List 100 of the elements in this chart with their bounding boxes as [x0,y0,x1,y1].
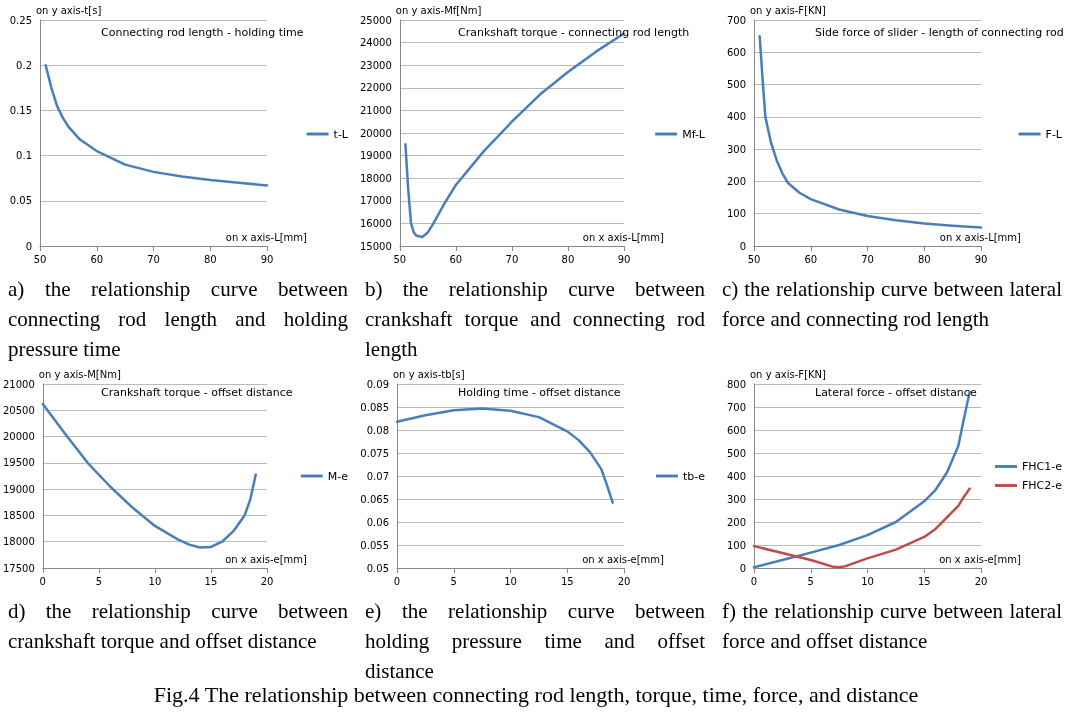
text: a) the relationship curve between connecting rod length and holding pressure time [8,276,348,363]
x-tick-label: 70 [505,253,519,265]
x-tick-label: 0 [750,575,758,587]
x-tick-label: 5 [807,575,814,587]
x-tick-label: 20 [260,575,274,587]
y-tick-label: 0.055 [360,539,389,551]
y-tick-label: 0.09 [366,378,389,390]
y-axis-title: on y axis-tb[s] [393,368,465,380]
x-axis-title: on x axis-L[mm] [225,231,308,243]
y-tick-label: 600 [726,46,746,58]
y-tick-label: 17000 [360,195,392,207]
y-tick-label: 17500 [3,562,35,574]
line-series [41,402,258,549]
y-tick-label: 0.2 [16,59,32,71]
x-tick-label: 15 [917,575,931,587]
y-tick-label: 0.07 [366,470,389,482]
x-tick-label: 60 [804,253,818,265]
y-tick-label: 18000 [3,536,35,548]
y-tick-label: 21000 [360,104,392,116]
y-axis-title: on y axis-t[s] [36,4,102,16]
y-tick-label: 200 [726,175,746,187]
y-tick-label: 0.05 [9,195,32,207]
y-tick-label: 0 [739,240,746,252]
y-tick-label: 300 [726,493,746,505]
x-axis-title: on x axis-L[mm] [939,231,1022,243]
y-tick-label: 0.25 [9,14,32,26]
legend-label: M-e [327,469,349,483]
x-axis-title: on x axis-L[mm] [582,231,665,243]
y-tick-label: 0.085 [360,401,389,413]
x-tick-label: 10 [504,575,517,587]
y-tick-label: 21000 [3,378,35,390]
y-tick-label: 0 [25,240,32,252]
line-series [44,63,269,187]
y-tick-label: 19500 [3,457,35,469]
y-tick-label: 19000 [360,150,392,162]
y-axis-title: on y axis-F[KN] [750,368,827,380]
text: Side force of slider - length of connecting rod [815,26,1064,39]
y-axis-title: on y axis-Mf[Nm] [395,4,482,16]
y-tick-label: 22000 [360,82,392,94]
y-tick-label: 0.075 [360,447,389,459]
y-tick-label: 0.05 [366,562,389,574]
x-axis-title: on x axis-e[mm] [225,553,308,565]
y-tick-label: 16000 [360,217,392,229]
text: c) the relationship curve between lateral force and connecting rod length [722,276,1062,333]
y-tick-label: 20000 [3,431,35,443]
chart-title: Lateral force - offset distance [815,386,977,399]
x-tick-label: 50 [747,253,761,265]
x-tick-label: 0 [39,575,46,587]
y-axis-title: on y axis-M[Nm] [38,368,121,380]
text: Crankshaft torque - connecting rod length [458,26,690,39]
y-tick-label: 200 [726,516,746,528]
chart-title: Holding time - offset distance [458,386,621,399]
x-tick-label: 5 [95,575,103,587]
y-tick-label: 100 [726,208,746,220]
caption: Fig.4 The relationship between connecting rod length, torque, time, force, and distance [152,682,920,708]
y-tick-label: 0.065 [360,493,389,505]
text: b) the relationship curve between crankshaft torque and connecting rod length [365,276,705,363]
y-tick-label: 600 [726,424,746,436]
x-tick-label: 50 [33,253,47,265]
x-tick-label: 20 [974,575,988,587]
y-tick-label: 0.06 [366,516,389,528]
y-tick-label: 24000 [360,37,392,49]
x-tick-label: 90 [617,253,631,265]
chart-title: Crankshaft torque - offset distance [101,386,293,399]
x-tick-label: 5 [450,575,457,587]
y-tick-label: 0.15 [9,104,32,116]
y-tick-label: 400 [726,111,746,123]
x-tick-label: 20 [617,575,631,587]
legend-label: FHC1-e [1021,460,1063,473]
y-tick-label: 0 [739,562,746,574]
x-tick-label: 80 [203,253,217,265]
text: e) the relationship curve between holding pressure time and offset distance [365,598,705,685]
y-tick-label: 20000 [360,127,392,139]
x-axis-title: on x axis-e[mm] [939,553,1022,565]
text: Connecting rod length - holding time [101,26,304,39]
y-tick-label: 500 [726,447,746,459]
x-tick-label: 10 [148,575,162,587]
legend-label: tb-e [682,469,706,483]
x-tick-label: 10 [861,575,874,587]
x-tick-label: 90 [260,253,274,265]
y-axis-title: on y axis-F[KN] [750,4,827,16]
legend-label: F-L [1045,127,1063,141]
x-tick-label: 60 [90,253,104,265]
x-tick-label: 70 [861,253,874,265]
y-tick-label: 800 [726,378,746,390]
y-tick-label: 20500 [3,404,35,416]
x-tick-label: 15 [560,575,574,587]
y-tick-label: 400 [726,470,746,482]
y-tick-label: 0.1 [16,150,32,162]
text: d) the relationship curve between crankshaft torque and offset distance [8,598,348,655]
x-tick-label: 80 [561,253,575,265]
legend-label: FHC2-e [1021,479,1063,492]
y-tick-label: 0.08 [366,424,389,436]
y-tick-label: 100 [726,539,746,551]
legend-label: Mf-L [682,127,706,141]
y-tick-label: 15000 [360,240,392,252]
x-tick-label: 15 [204,575,218,587]
line-series [395,407,614,504]
text: f) the relationship curve between lateral force and offset distance [722,598,1062,655]
x-tick-label: 0 [393,575,401,587]
